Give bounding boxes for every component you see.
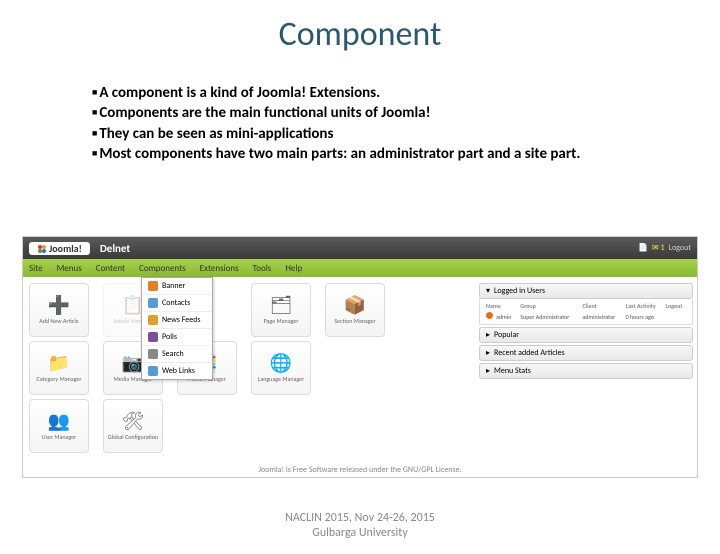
- dropdown-weblinks[interactable]: Web Links: [142, 363, 212, 379]
- dropdown-newsfeeds[interactable]: News Feeds: [142, 312, 212, 329]
- acc-popular[interactable]: ▸Popular: [479, 327, 693, 343]
- main-menu: Site Menus Content Components Extensions…: [23, 259, 697, 277]
- menu-site[interactable]: Site: [29, 263, 43, 274]
- dropdown-contacts[interactable]: Contacts: [142, 295, 212, 312]
- page-manager-icon: 🗂: [270, 296, 293, 316]
- footer-line-1: NACLIN 2015, Nov 24-26, 2015: [0, 511, 720, 525]
- folder-icon: 📁: [48, 354, 70, 374]
- control-panel: ➕Add New Article 📋Article Manager 🗂Page …: [23, 277, 479, 459]
- acc-logged-in-body: NameGroupClientLast ActivityLogout admin…: [479, 299, 693, 325]
- joomla-logo: Joomla!: [29, 242, 90, 255]
- icon-user-manager[interactable]: 👥User Manager: [29, 399, 89, 453]
- header-right: 📄 ✉ 1 Logout: [638, 243, 691, 253]
- right-panel: ▾Logged in Users NameGroupClientLast Act…: [479, 277, 697, 459]
- icon-language-manager[interactable]: 🌐Language Manager: [251, 341, 311, 395]
- chevron-right-icon: ▸: [486, 348, 490, 358]
- site-title: Delnet: [100, 242, 130, 255]
- icon-page-manager[interactable]: 🗂Page Manager: [251, 283, 311, 337]
- search-icon: [148, 349, 158, 359]
- chevron-down-icon: ▾: [486, 286, 490, 296]
- slide-footer: NACLIN 2015, Nov 24-26, 2015 Gulbarga Un…: [0, 511, 720, 540]
- icon-category-manager[interactable]: 📁Category Manager: [29, 341, 89, 395]
- chevron-right-icon: ▸: [486, 330, 490, 340]
- menu-tools[interactable]: Tools: [253, 263, 272, 274]
- dropdown-polls[interactable]: Polls: [142, 329, 212, 346]
- bullet-list: A component is a kind of Joomla! Extensi…: [92, 83, 720, 164]
- dropdown-banner[interactable]: Banner: [142, 278, 212, 295]
- acc-stats[interactable]: ▸Menu Stats: [479, 363, 693, 379]
- bullet-1: A component is a kind of Joomla! Extensi…: [92, 83, 632, 103]
- bullet-4: Most components have two main parts: an …: [92, 144, 632, 164]
- icon-grid: ➕Add New Article 📋Article Manager 🗂Page …: [29, 283, 473, 453]
- gear-icon: 🛠: [122, 412, 145, 432]
- joomla-footer: Joomla! is Free Software released under …: [23, 459, 697, 477]
- mail-icon[interactable]: ✉ 1: [652, 243, 665, 253]
- components-dropdown: Banner Contacts News Feeds Polls Search …: [141, 277, 213, 380]
- logout-link[interactable]: Logout: [669, 243, 691, 253]
- icon-global-config[interactable]: 🛠Global Configuration: [103, 399, 163, 453]
- footer-line-2: Gulbarga University: [0, 526, 720, 540]
- bullet-2: Components are the main functional units…: [92, 103, 632, 123]
- add-article-icon: ➕: [48, 296, 70, 316]
- contacts-icon: [148, 298, 158, 308]
- table-row: adminSuper Administratoradministrator0 h…: [484, 311, 688, 322]
- preview-icon[interactable]: 📄: [638, 243, 648, 253]
- admin-body: ➕Add New Article 📋Article Manager 🗂Page …: [23, 277, 697, 459]
- globe-icon: 🌐: [270, 354, 292, 374]
- section-manager-icon: 📦: [344, 296, 366, 316]
- icon-section-manager[interactable]: 📦Section Manager: [325, 283, 385, 337]
- bullet-3: They can be seen as mini-applications: [92, 124, 632, 144]
- icon-add-article[interactable]: ➕Add New Article: [29, 283, 89, 337]
- rss-icon: [148, 315, 158, 325]
- chevron-right-icon: ▸: [486, 366, 490, 376]
- acc-logged-in[interactable]: ▾Logged in Users: [479, 283, 693, 299]
- menu-extensions[interactable]: Extensions: [200, 263, 239, 274]
- menu-menus[interactable]: Menus: [57, 263, 82, 274]
- joomla-header-bar: Joomla! Delnet 📄 ✉ 1 Logout: [23, 237, 697, 259]
- acc-recent[interactable]: ▸Recent added Articles: [479, 345, 693, 361]
- status-dot-icon: [486, 312, 493, 319]
- joomla-admin-screenshot: Joomla! Delnet 📄 ✉ 1 Logout Site Menus C…: [22, 236, 698, 478]
- menu-help[interactable]: Help: [285, 263, 302, 274]
- banner-icon: [148, 281, 158, 291]
- user-icon: 👥: [48, 412, 70, 432]
- polls-icon: [148, 332, 158, 342]
- menu-content[interactable]: Content: [96, 263, 125, 274]
- dropdown-search[interactable]: Search: [142, 346, 212, 363]
- slide-title: Component: [0, 14, 720, 55]
- menu-components[interactable]: Components: [139, 263, 186, 274]
- weblinks-icon: [148, 366, 158, 376]
